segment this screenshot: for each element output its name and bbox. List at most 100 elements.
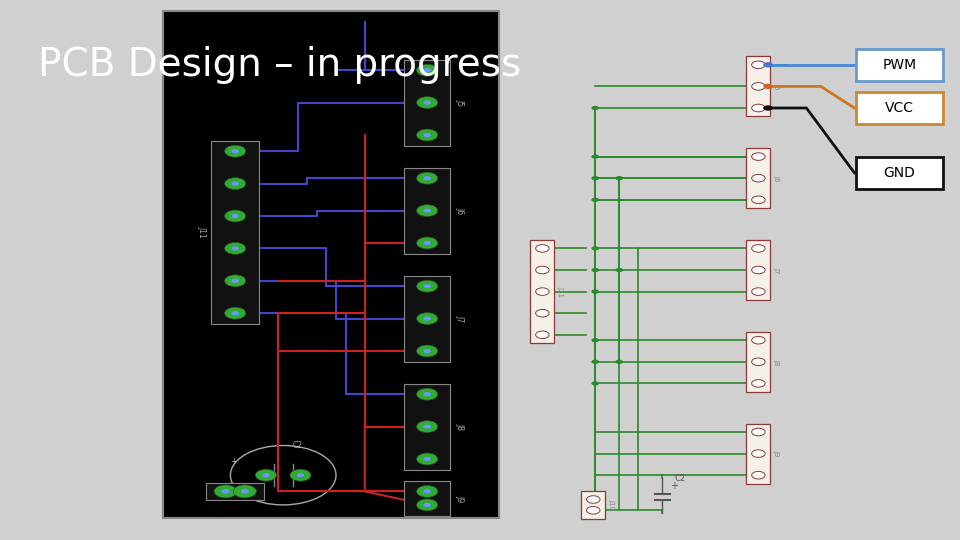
Circle shape [255, 469, 276, 481]
FancyBboxPatch shape [856, 157, 943, 189]
Text: PCB Design – in progress: PCB Design – in progress [38, 46, 521, 84]
Circle shape [417, 499, 438, 511]
Circle shape [591, 360, 599, 364]
Text: J9: J9 [455, 495, 464, 502]
Text: J9: J9 [774, 450, 780, 457]
Circle shape [225, 275, 246, 287]
Circle shape [225, 242, 246, 254]
Circle shape [536, 266, 549, 274]
Circle shape [752, 380, 765, 387]
Circle shape [615, 360, 623, 364]
Circle shape [262, 473, 270, 477]
Circle shape [222, 489, 229, 494]
Text: J7: J7 [455, 315, 464, 322]
Circle shape [752, 174, 765, 182]
Bar [404, 167, 450, 254]
Bar [747, 57, 771, 116]
Circle shape [752, 153, 765, 160]
Circle shape [752, 428, 765, 436]
FancyBboxPatch shape [856, 92, 943, 124]
Bar [404, 59, 450, 146]
Text: J10: J10 [609, 500, 614, 510]
Circle shape [423, 349, 431, 353]
Text: J6: J6 [774, 175, 780, 181]
Circle shape [417, 205, 438, 217]
Circle shape [752, 450, 765, 457]
Circle shape [417, 345, 438, 357]
Text: J5: J5 [774, 83, 780, 90]
Circle shape [536, 331, 549, 339]
Circle shape [591, 246, 599, 251]
Circle shape [231, 279, 239, 283]
Text: J11: J11 [557, 286, 564, 297]
Circle shape [423, 489, 431, 494]
Circle shape [423, 208, 431, 213]
FancyBboxPatch shape [856, 49, 943, 81]
Circle shape [297, 473, 304, 477]
Circle shape [752, 336, 765, 344]
Circle shape [752, 288, 765, 295]
Circle shape [225, 307, 246, 319]
Circle shape [752, 83, 765, 90]
Circle shape [587, 496, 600, 503]
Circle shape [423, 100, 431, 105]
Circle shape [423, 503, 431, 507]
Text: J8: J8 [455, 423, 464, 430]
Bar [206, 483, 264, 500]
Circle shape [591, 176, 599, 180]
Bar [530, 240, 555, 343]
Text: VCC: VCC [885, 101, 914, 115]
Circle shape [423, 392, 431, 396]
Circle shape [752, 196, 765, 204]
Bar [582, 491, 606, 518]
Text: +: + [230, 457, 237, 467]
Circle shape [423, 284, 431, 288]
Circle shape [615, 268, 623, 272]
Circle shape [752, 61, 765, 69]
Circle shape [591, 268, 599, 272]
Circle shape [752, 245, 765, 252]
Circle shape [417, 453, 438, 465]
Bar [404, 275, 450, 362]
Circle shape [763, 62, 773, 68]
Text: J7: J7 [774, 267, 780, 273]
Circle shape [290, 469, 311, 481]
Circle shape [231, 214, 239, 218]
Circle shape [225, 178, 246, 190]
Bar [404, 481, 450, 516]
Text: J11: J11 [198, 226, 206, 238]
Circle shape [417, 64, 438, 76]
Circle shape [241, 489, 249, 494]
Circle shape [423, 457, 431, 461]
Circle shape [417, 280, 438, 292]
Text: C2: C2 [675, 474, 686, 483]
Circle shape [536, 309, 549, 317]
Text: C2: C2 [293, 441, 302, 450]
Circle shape [587, 507, 600, 514]
Circle shape [417, 313, 438, 325]
Text: GND: GND [883, 166, 916, 180]
Circle shape [423, 424, 431, 429]
Bar [211, 140, 259, 324]
Circle shape [423, 176, 431, 180]
Circle shape [231, 246, 239, 251]
Circle shape [231, 311, 239, 315]
Circle shape [423, 68, 431, 72]
Text: PWM: PWM [882, 58, 917, 72]
Bar [404, 383, 450, 470]
Circle shape [417, 485, 438, 497]
Bar [163, 11, 499, 518]
Circle shape [231, 181, 239, 186]
Bar [747, 148, 771, 208]
Circle shape [417, 237, 438, 249]
Circle shape [417, 388, 438, 400]
Circle shape [225, 210, 246, 222]
Text: J8: J8 [774, 359, 780, 365]
Circle shape [591, 289, 599, 294]
Circle shape [417, 129, 438, 141]
Circle shape [536, 288, 549, 295]
Circle shape [231, 149, 239, 153]
Circle shape [591, 154, 599, 159]
Circle shape [591, 106, 599, 110]
Text: +: + [670, 481, 678, 491]
